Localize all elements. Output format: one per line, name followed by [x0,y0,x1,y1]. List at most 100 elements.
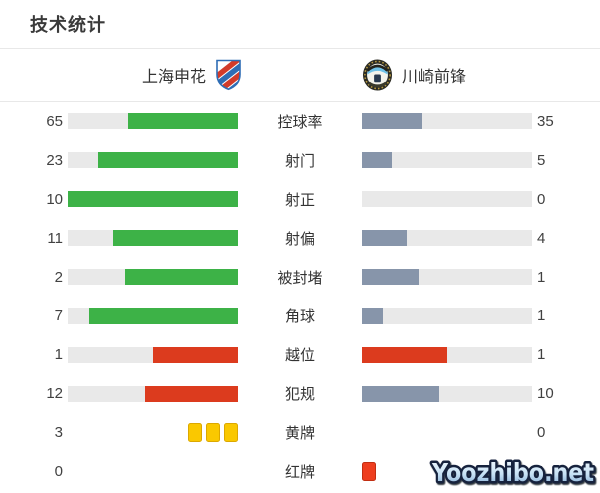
home-stat-bar [68,112,238,131]
home-stat-bar [68,306,238,325]
away-bar-fill [362,307,384,324]
away-bar-fill [362,269,419,286]
away-stat-value: 35 [537,112,554,130]
red-card-icon [362,462,376,482]
watermark: Yoozhibo.net [427,451,599,491]
home-bar-track [68,230,238,247]
home-team-name: 上海申花 [141,69,206,86]
home-stat-bar [68,423,238,443]
stat-row: 12 犯规 10 [0,374,600,413]
away-stat-value: 5 [537,151,546,169]
yellow-card-icon [206,423,220,443]
stat-label: 射门 [284,152,315,170]
home-bar-fill [124,269,238,286]
stat-label: 犯规 [284,386,315,404]
home-stat-bar [68,151,238,170]
stat-row: 1 越位 1 [0,335,600,374]
away-stat-bar [362,345,532,364]
stat-row: 2 被封堵 1 [0,258,600,297]
away-stat-value: 1 [537,268,546,286]
home-stat-value: 2 [54,268,63,286]
home-bar-fill [127,113,238,130]
stat-label: 黄牌 [284,425,315,443]
title-bar: 技术统计 [0,0,600,49]
home-stat-value: 12 [46,385,63,403]
stat-label: 被封堵 [277,269,323,287]
away-stat-bar [362,423,532,442]
away-team-header: 川崎前锋 [300,58,600,92]
away-stat-bar [362,462,532,482]
away-stat-bar [362,306,532,325]
away-stat-value: 1 [537,463,546,481]
home-bar-fill [153,346,238,363]
home-stat-bar [68,462,238,481]
home-bar-track [68,152,238,169]
home-stat-value: 65 [46,112,63,130]
yellow-card-icon [224,423,238,443]
home-stat-bar [68,190,238,209]
stat-row: 11 射偏 4 [0,219,600,258]
home-stat-value: 11 [47,229,63,247]
away-bar-track [362,152,532,169]
home-bar-track [68,307,238,324]
away-team-crest-icon [362,58,393,92]
stat-label: 红牌 [284,464,315,482]
home-stat-value: 7 [54,307,63,325]
stat-row: 0 红牌 1 [0,452,600,491]
stats-list: 65 控球率 35 23 射门 5 10 射正 0 11 射偏 4 2 被封堵 1 7 角球 1 1 越位 1 12 犯规 1… [0,102,600,491]
away-bar-fill [362,152,393,169]
away-stat-value: 1 [537,346,546,364]
stat-row: 65 控球率 35 [0,102,600,141]
home-team-header: 上海申花 [0,59,300,91]
away-bar-fill [362,385,440,402]
home-bar-track [68,113,238,130]
away-stat-bar [362,229,532,248]
away-stat-value: 10 [537,385,554,403]
stat-row: 23 射门 5 [0,141,600,180]
away-bar-track [362,346,532,363]
away-bar-fill [362,113,422,130]
home-team-crest-icon [215,59,242,91]
away-bar-track [362,113,532,130]
home-stat-bar [68,345,238,364]
home-bar-track [68,191,238,208]
away-stat-value: 0 [537,424,546,442]
away-bar-fill [362,346,447,363]
away-bar-track [362,385,532,402]
away-stat-value: 1 [537,307,546,325]
home-bar-track [68,269,238,286]
home-stat-bar [68,268,238,287]
home-bar-fill [113,230,238,247]
team-header: 上海申花 [0,49,600,102]
home-stat-bar [68,384,238,403]
stat-row: 10 射正 0 [0,180,600,219]
away-stat-value: 0 [537,190,546,208]
home-stat-value: 0 [54,463,63,481]
away-stat-value: 4 [537,229,546,247]
home-bar-track [68,346,238,363]
home-stat-value: 1 [54,346,63,364]
away-stat-bar [362,151,532,170]
stat-label: 越位 [284,347,315,365]
away-stat-bar [362,384,532,403]
away-stat-bar [362,112,532,131]
away-team-name: 川崎前锋 [402,69,467,86]
stat-label: 射正 [284,191,315,209]
home-bar-fill [145,385,238,402]
home-stat-value: 10 [46,190,63,208]
stat-row: 7 角球 1 [0,297,600,336]
home-bar-fill [68,191,238,208]
away-stat-bar [362,268,532,287]
home-bar-fill [98,152,238,169]
home-bar-fill [89,307,238,324]
away-stat-bar [362,190,532,209]
yellow-card-icon [188,423,202,443]
home-stat-bar [68,229,238,248]
stat-row: 3 黄牌 0 [0,413,600,452]
away-bar-track [362,191,532,208]
page-title: 技术统计 [30,15,106,35]
away-bar-track [362,269,532,286]
home-stat-value: 23 [46,151,63,169]
watermark-text: Yoozhibo.net [431,458,594,487]
